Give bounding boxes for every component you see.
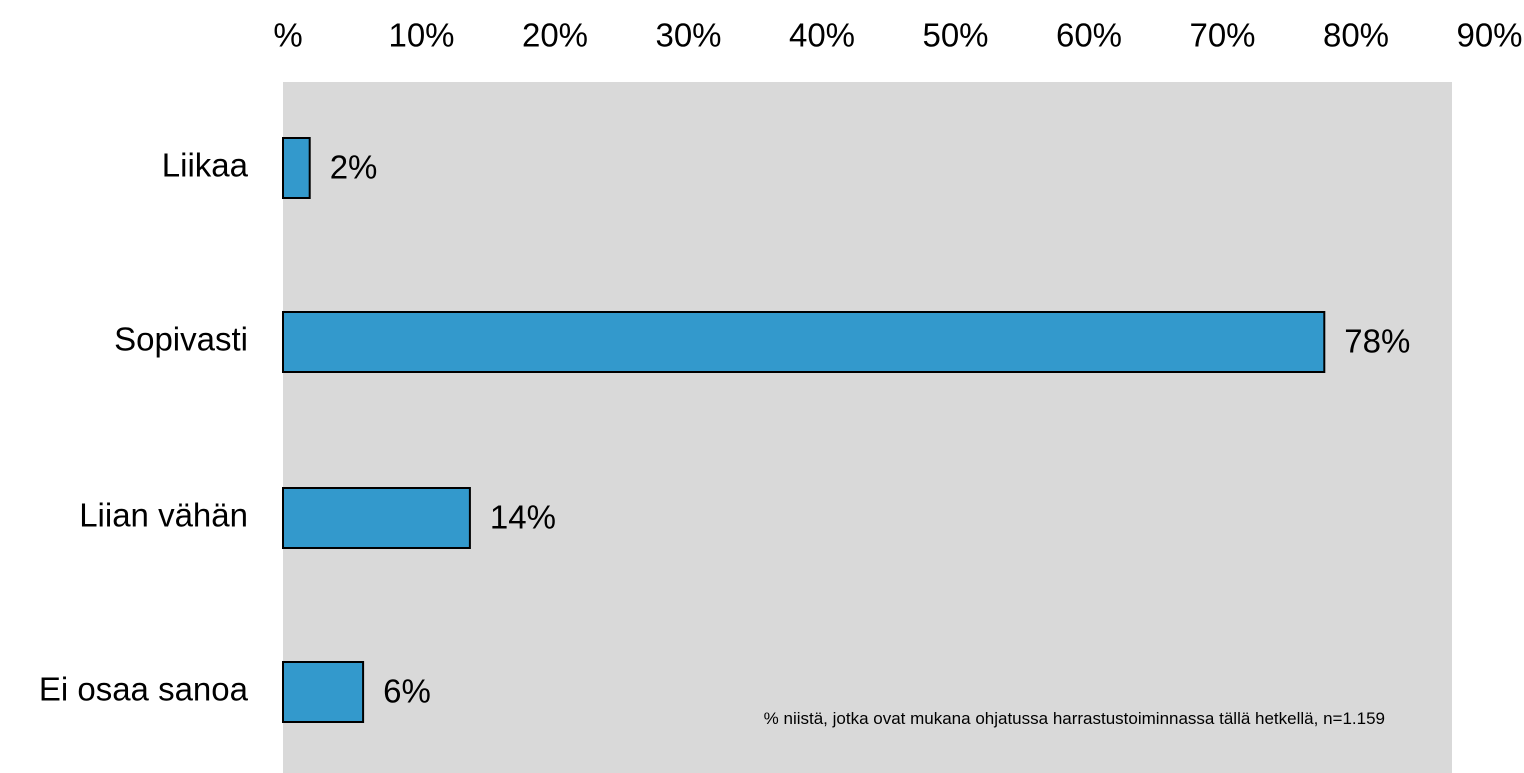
value-labels: 2% 78% 14% 6% — [330, 149, 1411, 710]
category-labels: Liikaa Sopivasti Liian vähän Ei osaa sanoa — [39, 147, 249, 708]
category-label: Sopivasti — [114, 321, 248, 358]
value-label: 6% — [383, 673, 431, 710]
x-tick-label: 30% — [655, 17, 721, 54]
plot-area — [283, 82, 1452, 773]
x-tick-label: 50% — [922, 17, 988, 54]
x-axis-ticks: % 10% 20% 30% 40% 50% 60% 70% 80% 90% — [273, 17, 1522, 54]
bar — [282, 311, 1326, 373]
x-tick-label: 60% — [1056, 17, 1122, 54]
x-tick-label: 80% — [1323, 17, 1389, 54]
category-label: Ei osaa sanoa — [39, 671, 249, 708]
x-tick-label: 40% — [789, 17, 855, 54]
bar — [282, 137, 311, 199]
x-tick-label: 10% — [388, 17, 454, 54]
category-label: Liikaa — [162, 147, 249, 184]
x-tick-label: 90% — [1456, 17, 1522, 54]
value-label: 78% — [1344, 323, 1410, 360]
bars — [282, 137, 1326, 723]
bar — [282, 487, 471, 549]
bar — [282, 661, 365, 723]
x-tick-label: % — [273, 17, 302, 54]
value-label: 14% — [490, 499, 556, 536]
category-label: Liian vähän — [79, 497, 248, 534]
chart-annotation: % niistä, jotka ovat mukana ohjatussa ha… — [764, 709, 1385, 728]
x-tick-label: 70% — [1189, 17, 1255, 54]
x-tick-label: 20% — [522, 17, 588, 54]
value-label: 2% — [330, 149, 378, 186]
